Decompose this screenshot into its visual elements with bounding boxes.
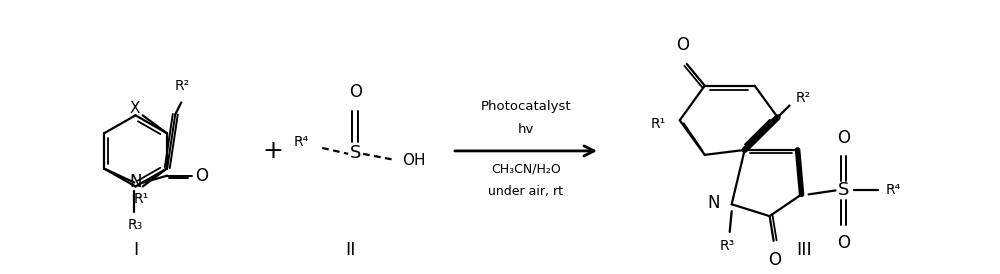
Text: under air, rt: under air, rt (488, 184, 563, 198)
Text: O: O (195, 167, 208, 185)
Text: N: N (707, 194, 720, 212)
Text: II: II (345, 241, 355, 259)
Text: O: O (768, 251, 781, 269)
Text: III: III (797, 241, 812, 259)
Text: hv: hv (518, 123, 534, 136)
Text: O: O (349, 84, 362, 101)
Text: O: O (837, 234, 850, 252)
Text: S: S (838, 181, 849, 199)
Text: +: + (262, 139, 283, 163)
Text: R¹: R¹ (651, 117, 666, 131)
Text: X: X (129, 101, 140, 116)
Text: R⁴: R⁴ (885, 183, 901, 198)
Text: O: O (676, 36, 689, 54)
Text: O: O (837, 129, 850, 147)
Text: R³: R³ (720, 239, 735, 253)
Text: OH: OH (402, 153, 426, 168)
Text: CH₃CN/H₂O: CH₃CN/H₂O (491, 163, 561, 176)
Text: R²: R² (175, 79, 190, 93)
Text: S: S (350, 144, 361, 162)
Text: Photocatalyst: Photocatalyst (481, 100, 571, 113)
Text: N: N (129, 173, 142, 190)
Text: R₃: R₃ (128, 218, 143, 232)
Text: R¹: R¹ (134, 192, 149, 206)
Text: I: I (133, 241, 138, 259)
Text: R²: R² (796, 92, 811, 105)
Text: R⁴: R⁴ (294, 135, 309, 149)
